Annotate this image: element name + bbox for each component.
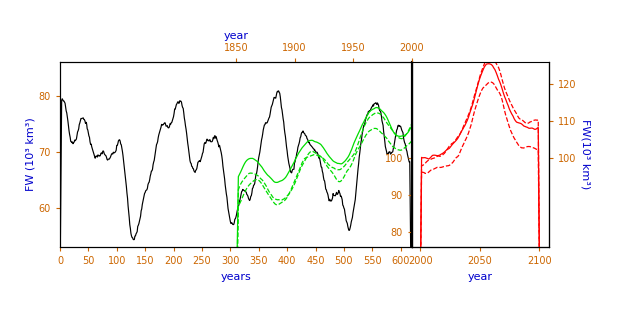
Y-axis label: FW (10³ km³): FW (10³ km³)	[26, 118, 36, 191]
X-axis label: years: years	[221, 272, 251, 282]
X-axis label: year: year	[223, 31, 249, 40]
X-axis label: year: year	[468, 272, 493, 282]
Y-axis label: FW(10³ km³): FW(10³ km³)	[581, 119, 591, 190]
